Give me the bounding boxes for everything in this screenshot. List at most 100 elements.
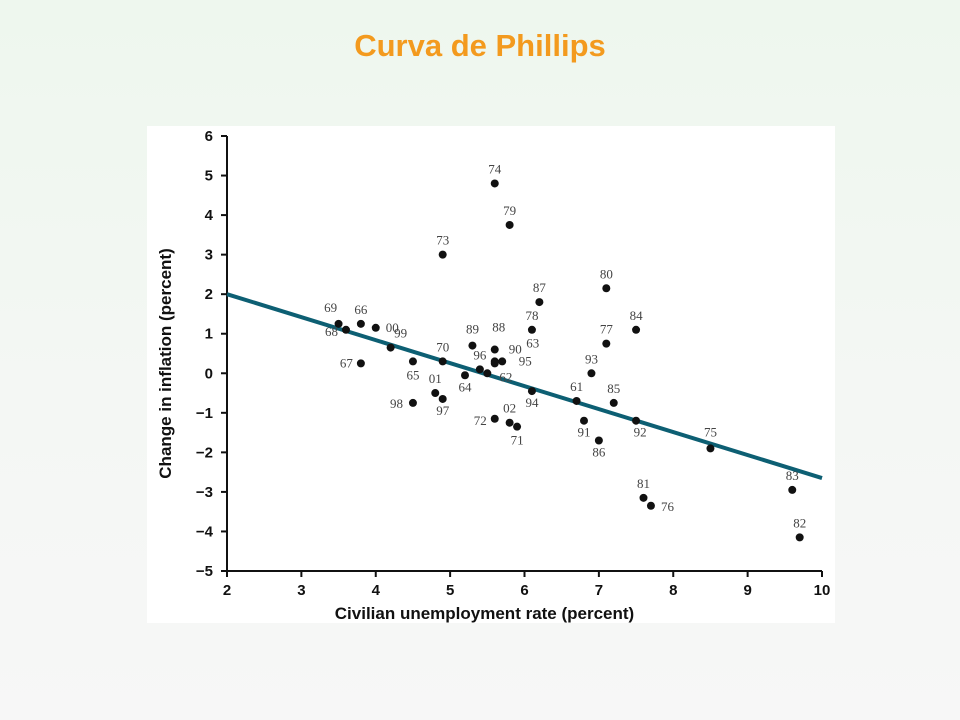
x-tick-label: 7	[595, 582, 603, 599]
data-point-01	[431, 389, 440, 398]
point-label-02: 02	[503, 401, 516, 416]
data-point-79	[505, 220, 514, 229]
y-tick-label: 2	[205, 286, 213, 303]
point-label-93: 93	[585, 351, 598, 366]
point-label-77: 77	[600, 322, 614, 337]
point-label-81: 81	[637, 476, 650, 491]
data-point-99	[386, 343, 395, 352]
data-point-00	[371, 323, 380, 332]
x-tick-label: 3	[297, 582, 305, 599]
point-label-73: 73	[436, 233, 449, 248]
point-label-96: 96	[473, 347, 487, 362]
data-point-61	[572, 396, 581, 405]
point-label-74: 74	[488, 161, 502, 176]
y-tick-label: 1	[205, 326, 213, 343]
y-tick-label: −3	[196, 484, 213, 501]
point-label-75: 75	[704, 424, 717, 439]
point-label-97: 97	[436, 403, 450, 418]
point-label-64: 64	[459, 379, 473, 394]
data-point-92	[632, 416, 641, 425]
data-point-86	[594, 436, 603, 445]
trendline	[226, 292, 823, 480]
data-point-93	[587, 369, 596, 378]
data-point-74	[490, 179, 499, 188]
point-label-90: 90	[509, 341, 522, 356]
point-label-80: 80	[600, 266, 613, 281]
data-point-67	[356, 359, 365, 368]
data-point-84	[632, 325, 641, 334]
point-label-67: 67	[340, 355, 354, 370]
data-point-72	[490, 414, 499, 423]
point-label-85: 85	[607, 381, 620, 396]
point-label-72: 72	[474, 413, 487, 428]
data-point-85	[609, 398, 618, 407]
point-labels: 61 62 63 64 65 66 67 68 69 70 71 72 73 74 75 76 77 78 79 80…	[324, 161, 806, 530]
y-tick-label: −2	[196, 444, 213, 461]
data-point-73	[438, 250, 447, 259]
point-label-76: 76	[661, 499, 675, 514]
x-tick-label: 8	[669, 582, 677, 599]
point-label-65: 65	[406, 367, 419, 382]
data-point-76	[646, 501, 655, 510]
data-point-87	[535, 298, 544, 307]
y-tick-label: 4	[205, 207, 214, 224]
x-tick-label: 6	[520, 582, 528, 599]
data-point-80	[602, 284, 611, 293]
y-tick-label: 6	[205, 128, 213, 145]
data-point-95	[490, 359, 499, 368]
y-axis-title: Change in inflation (percent)	[156, 248, 175, 478]
point-label-94: 94	[525, 395, 539, 410]
data-point-81	[639, 493, 648, 502]
data-point-63	[498, 357, 507, 366]
point-label-88: 88	[492, 320, 505, 335]
point-label-98: 98	[390, 396, 403, 411]
point-label-84: 84	[630, 308, 644, 323]
y-tick-label: 5	[205, 168, 213, 185]
point-label-99: 99	[394, 326, 407, 341]
x-tick-label: 4	[372, 582, 381, 599]
point-label-89: 89	[466, 322, 479, 337]
data-point-69	[334, 319, 343, 328]
data-point-68	[342, 325, 350, 334]
data-point-94	[527, 387, 536, 396]
data-point-64	[461, 371, 469, 380]
y-tick-label: 3	[205, 247, 213, 264]
point-label-71: 71	[511, 433, 524, 448]
y-tick-label: −4	[196, 523, 214, 540]
point-label-61: 61	[570, 379, 583, 394]
y-tick-label: −5	[196, 563, 213, 580]
point-label-92: 92	[634, 425, 647, 440]
point-label-91: 91	[578, 425, 591, 440]
data-points	[334, 179, 804, 542]
chart-panel: −5 −4 −3 −2 −1 0 1 2 3 4 5 6 2 3 4 5 6 7 8 9 10 61 62 63 64 65 66…	[147, 126, 835, 623]
data-point-88	[490, 345, 499, 354]
data-point-71	[513, 422, 522, 431]
data-point-66	[356, 319, 365, 328]
point-label-66: 66	[354, 302, 368, 317]
y-tick-label: 0	[205, 365, 213, 382]
data-point-77	[602, 339, 611, 348]
point-label-95: 95	[519, 353, 532, 368]
point-label-68: 68	[325, 324, 338, 339]
point-label-83: 83	[786, 468, 799, 483]
point-label-79: 79	[503, 203, 516, 218]
point-label-78: 78	[525, 308, 538, 323]
point-label-87: 87	[533, 280, 547, 295]
point-label-70: 70	[436, 339, 449, 354]
x-tick-label: 10	[814, 582, 831, 599]
data-point-75	[706, 444, 715, 453]
data-point-98	[408, 398, 417, 407]
data-point-78	[527, 325, 536, 334]
point-label-01: 01	[429, 371, 442, 386]
x-tick-label: 2	[223, 582, 231, 599]
data-point-65	[408, 357, 417, 366]
point-label-86: 86	[592, 445, 606, 460]
point-label-63: 63	[526, 335, 539, 350]
data-point-96	[475, 365, 484, 374]
data-point-82	[795, 533, 804, 542]
point-label-69: 69	[324, 300, 337, 315]
data-point-83	[788, 485, 797, 494]
data-point-62	[483, 369, 492, 378]
